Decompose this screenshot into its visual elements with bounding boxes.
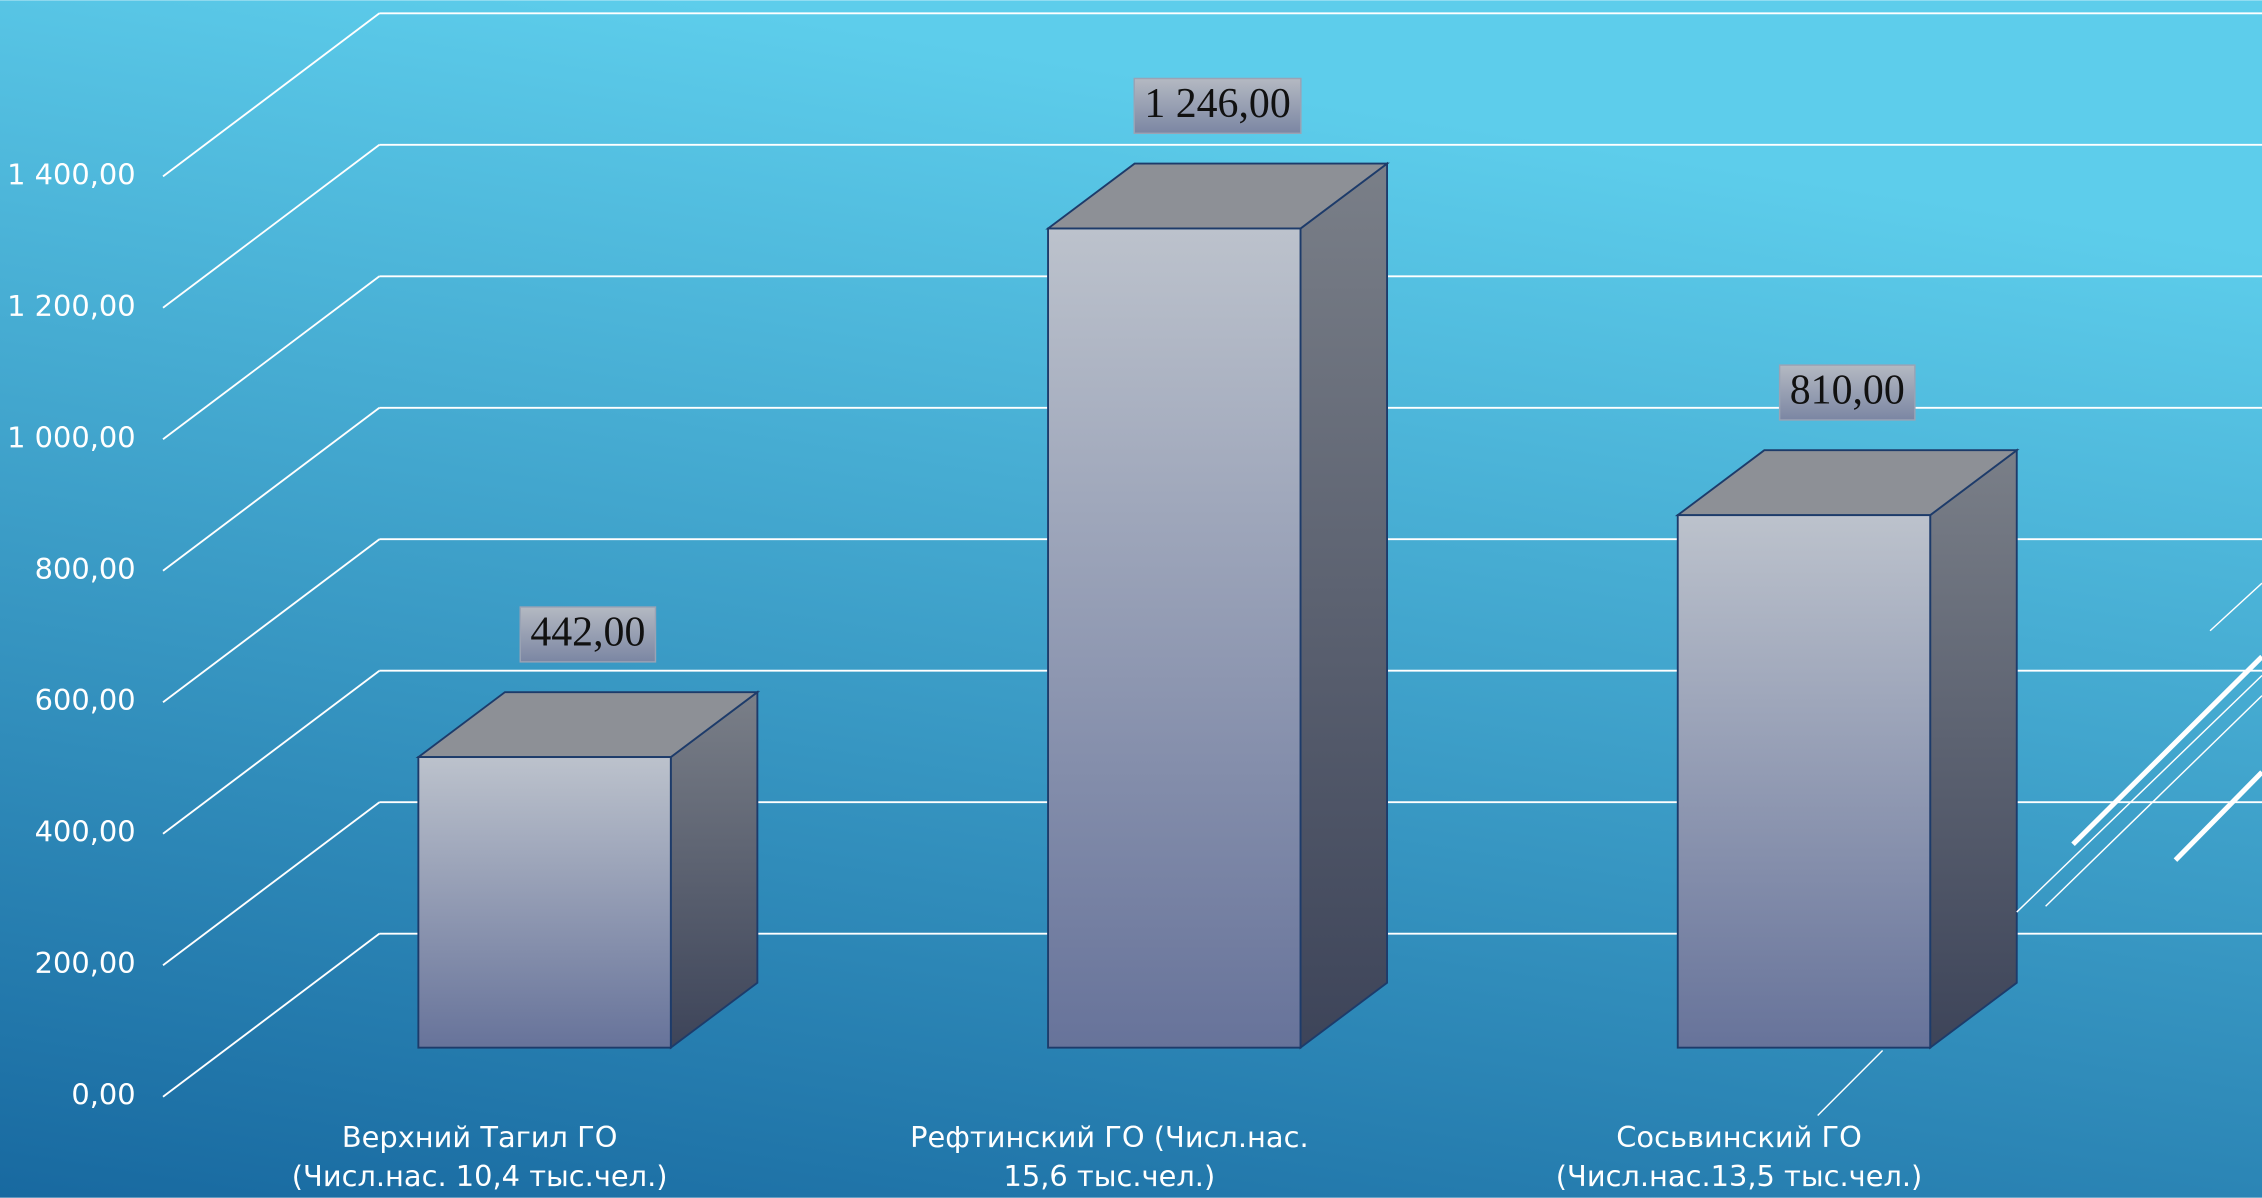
bar — [417, 756, 672, 1049]
grid-line — [162, 407, 380, 572]
y-tick-label: 600,00 — [35, 683, 136, 717]
value-label-box — [1778, 364, 1916, 421]
deco-line — [2173, 770, 2262, 862]
grid-line — [162, 12, 380, 178]
y-tick-label: 1 400,00 — [7, 157, 135, 191]
grid-line — [162, 144, 380, 309]
x-tick-label: Рефтинский ГО (Числ.нас. 15,6 тыс.чел.) — [910, 1119, 1309, 1194]
x-tick-label-box: Верхний Тагил ГО (Числ.нас. 10,4 тыс.чел… — [291, 1119, 668, 1194]
deco-line — [2209, 582, 2262, 632]
y-tick-label: 1 000,00 — [7, 420, 135, 454]
y-tick-label: 400,00 — [35, 815, 136, 849]
deco-line — [2045, 695, 2262, 907]
y-tick-label: 800,00 — [35, 552, 136, 586]
grid-line — [162, 669, 380, 835]
x-tick-label-box: Рефтинский ГО (Числ.нас. 15,6 тыс.чел.) — [910, 1119, 1309, 1194]
deco-line — [1817, 1050, 1884, 1116]
bar-group: 810,00 Сосьвинский ГО (Числ.нас.13,5 тыс.… — [1555, 364, 2020, 1194]
grid-line — [162, 801, 380, 966]
value-label: 1 246,00 — [1144, 81, 1290, 127]
x-tick-label: Верхний Тагил ГО (Числ.нас. 10,4 тыс.чел… — [291, 1119, 668, 1194]
decoration — [1817, 582, 2262, 1116]
value-label: 442,00 — [530, 609, 645, 655]
bar-side — [1929, 448, 2018, 1050]
value-label: 810,00 — [1790, 368, 1905, 414]
value-label-box — [1133, 77, 1302, 135]
y-tick-label: 0,00 — [71, 1078, 135, 1112]
grid-line — [162, 538, 380, 703]
bar-group: 1 246,00 Рефтинский ГО (Числ.нас. 15,6 ты… — [910, 77, 1390, 1194]
plot: 0,00 200,00 400,00 600,00 800,00 1 000,00 1 20… — [7, 12, 2262, 1194]
bar — [1676, 514, 1932, 1049]
y-tick-label: 1 200,00 — [7, 289, 135, 323]
bar-group: 442,00 Верхний Тагил ГО (Числ.нас. 10,4 т… — [291, 606, 761, 1194]
grid-line — [162, 932, 380, 1098]
bar-side — [1299, 161, 1388, 1050]
value-label-box — [519, 606, 657, 663]
x-tick-label-box: Сосьвинский ГО (Числ.нас.13,5 тыс.чел.) — [1555, 1119, 1923, 1194]
grid-line — [162, 275, 380, 441]
deco-line — [2016, 674, 2262, 913]
y-tick-label: 200,00 — [35, 946, 136, 980]
deco-line — [2071, 654, 2262, 847]
bar — [1047, 227, 1302, 1049]
x-tick-label: Сосьвинский ГО (Числ.нас.13,5 тыс.чел.) — [1555, 1119, 1923, 1194]
